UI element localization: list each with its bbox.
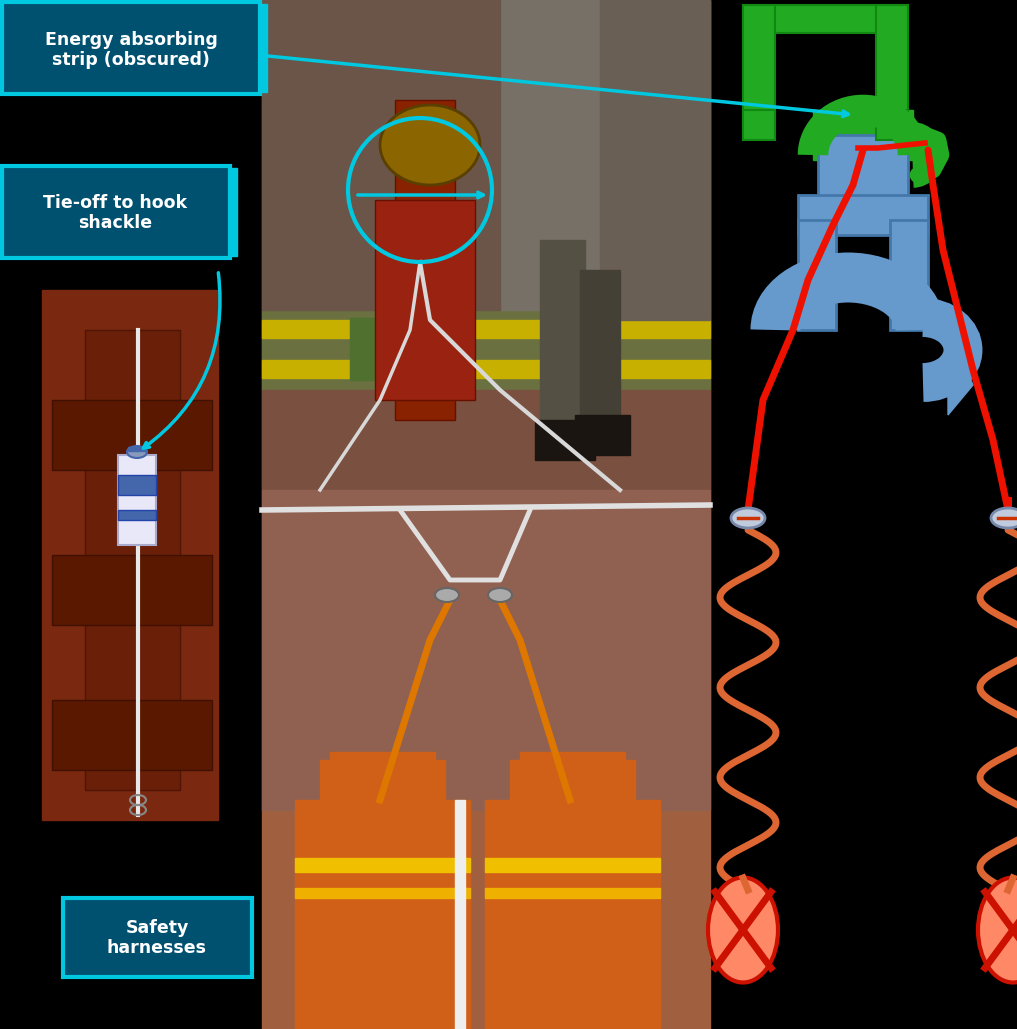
Bar bbox=[85, 330, 180, 790]
Ellipse shape bbox=[708, 878, 778, 983]
Bar bbox=[52, 400, 212, 470]
Bar bbox=[876, 110, 908, 140]
Bar bbox=[262, 320, 710, 338]
Bar bbox=[295, 800, 470, 1029]
Bar bbox=[262, 0, 710, 490]
Bar bbox=[600, 0, 710, 320]
Bar bbox=[540, 240, 585, 440]
Bar bbox=[743, 5, 775, 125]
Bar bbox=[262, 0, 500, 310]
Bar bbox=[52, 700, 212, 770]
Bar bbox=[118, 455, 156, 545]
Bar bbox=[255, 4, 267, 92]
Bar bbox=[262, 360, 710, 378]
Bar bbox=[128, 447, 146, 451]
Bar bbox=[798, 196, 928, 235]
Bar bbox=[320, 760, 445, 810]
Bar bbox=[575, 415, 630, 455]
Bar bbox=[375, 200, 475, 400]
Bar bbox=[118, 510, 156, 520]
Bar bbox=[330, 752, 435, 812]
Polygon shape bbox=[948, 330, 973, 415]
Bar bbox=[262, 490, 710, 1029]
Bar bbox=[510, 760, 635, 810]
Ellipse shape bbox=[380, 105, 480, 185]
Bar bbox=[485, 888, 660, 898]
Ellipse shape bbox=[127, 446, 147, 458]
Bar bbox=[485, 858, 660, 872]
Bar bbox=[813, 110, 913, 159]
Bar bbox=[500, 0, 710, 310]
FancyBboxPatch shape bbox=[63, 898, 252, 977]
Bar bbox=[225, 168, 237, 256]
Bar bbox=[798, 220, 836, 330]
Ellipse shape bbox=[978, 878, 1017, 983]
Ellipse shape bbox=[991, 508, 1017, 528]
Bar bbox=[262, 310, 710, 390]
Bar bbox=[743, 5, 908, 33]
Bar bbox=[65, 900, 77, 975]
Bar bbox=[876, 5, 908, 125]
Bar bbox=[295, 858, 470, 872]
Bar bbox=[395, 100, 455, 420]
Text: Energy absorbing
strip (obscured): Energy absorbing strip (obscured) bbox=[45, 31, 218, 69]
Bar bbox=[890, 220, 928, 330]
Bar bbox=[262, 490, 710, 810]
Bar bbox=[295, 888, 470, 898]
Bar bbox=[262, 390, 710, 490]
Ellipse shape bbox=[435, 588, 459, 602]
Bar bbox=[535, 420, 595, 460]
Bar bbox=[52, 555, 212, 625]
Bar bbox=[118, 475, 156, 495]
Bar bbox=[580, 270, 620, 445]
Bar bbox=[42, 290, 218, 820]
Ellipse shape bbox=[488, 588, 512, 602]
FancyBboxPatch shape bbox=[2, 2, 260, 94]
Bar bbox=[818, 135, 908, 200]
Bar bbox=[520, 752, 625, 812]
Bar bbox=[455, 800, 465, 1029]
Bar bbox=[485, 800, 660, 1029]
Bar bbox=[350, 318, 450, 380]
Bar bbox=[743, 110, 775, 140]
Text: Safety
harnesses: Safety harnesses bbox=[107, 919, 207, 957]
Text: Tie-off to hook
shackle: Tie-off to hook shackle bbox=[43, 193, 187, 233]
FancyBboxPatch shape bbox=[2, 166, 230, 258]
Ellipse shape bbox=[731, 508, 765, 528]
